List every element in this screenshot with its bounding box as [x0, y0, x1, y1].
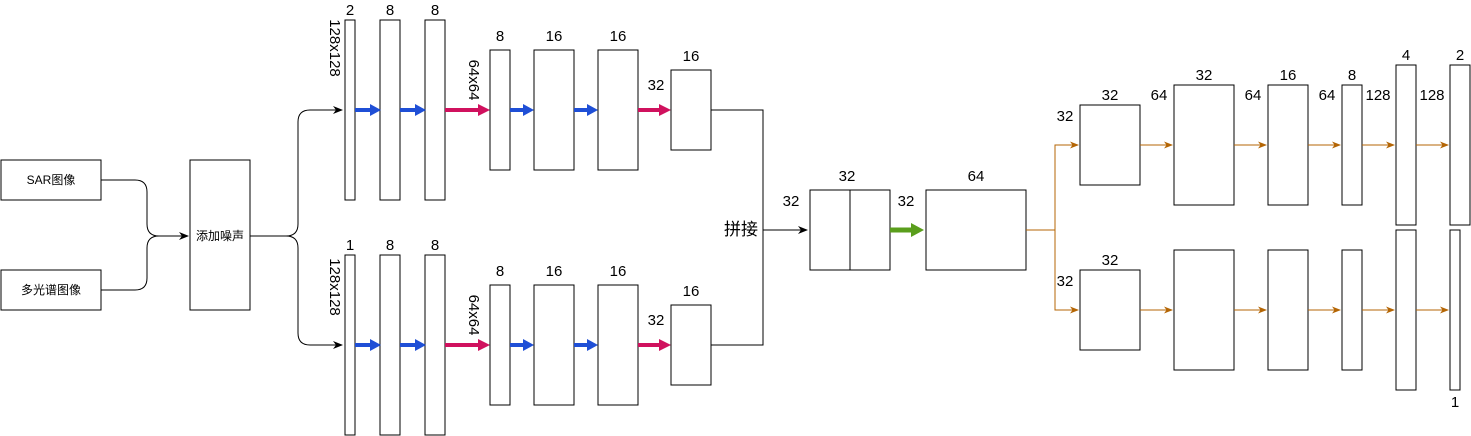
- bottom-decoder-block-1-channels: 32: [1102, 252, 1119, 269]
- bottom-conv-block-5-channels: 16: [546, 263, 563, 280]
- bottom-conv-block-2: [379, 254, 401, 436]
- top-conv-block-5-channels: 16: [546, 28, 563, 45]
- top-branch-pre-pool-channels: 32: [648, 77, 665, 94]
- top-decoder-block-2-channels: 32: [1196, 67, 1213, 84]
- bottom-conv-block-4-channels: 8: [496, 263, 504, 280]
- bottom-branch-input-size: 128x128: [326, 258, 343, 316]
- top-decoder-block-4-channels: 8: [1348, 67, 1356, 84]
- top-decoder-block-1: [1079, 104, 1141, 186]
- top-conv-block-6-channels: 16: [610, 28, 627, 45]
- fusion-to-top-decoder-connector: [1026, 141, 1079, 231]
- concat-label-bg: [722, 216, 760, 240]
- top-conv-block-2: [379, 19, 401, 201]
- top-decoder-block-4: [1341, 84, 1363, 206]
- top-decoder-block-5: [1395, 64, 1417, 226]
- top-conv-block-6: [597, 49, 639, 171]
- top-conv-block-1-channels: 2: [346, 2, 354, 19]
- top-conv-block-7-channels: 16: [683, 48, 700, 65]
- fusion-output-channels: 64: [968, 168, 985, 185]
- noise-to-bottom-branch-connector: [285, 235, 343, 349]
- top-conv-block-4: [489, 49, 511, 171]
- sar-image-box: [0, 159, 102, 201]
- add-noise-block: [189, 159, 251, 311]
- bottom-conv-block-6: [597, 284, 639, 406]
- top-conv-block-4-channels: 8: [496, 28, 504, 45]
- bottom-conv-block-7-channels: 16: [683, 283, 700, 300]
- bottom-decoder-output-channels: 1: [1451, 394, 1459, 411]
- top-decoder-stage-1-size: 64: [1151, 87, 1168, 104]
- top-decoder-block-1-channels: 32: [1102, 87, 1119, 104]
- bottom-conv-block-7: [670, 304, 712, 386]
- fusion-output-block: [925, 189, 1027, 271]
- bottom-decoder-output-block: [1449, 229, 1461, 391]
- concat-bracket: [711, 109, 764, 346]
- pink-downsample-arrow: [445, 104, 490, 116]
- bottom-decoder-block-5: [1395, 229, 1417, 391]
- blue-arrow: [400, 104, 426, 116]
- sar-image-label: SAR图像: [27, 173, 76, 187]
- fusion-block-channels: 32: [839, 168, 856, 185]
- pink-downsample-arrow: [638, 104, 671, 116]
- top-conv-block-1: [344, 19, 356, 201]
- top-conv-block-5: [533, 49, 575, 171]
- pink-downsample-arrow: [445, 339, 490, 351]
- blue-arrow: [574, 104, 598, 116]
- multispectral-image-box: [0, 269, 102, 311]
- green-arrow: [890, 223, 924, 237]
- bottom-branch-pre-pool-channels: 32: [648, 312, 665, 329]
- bottom-decoder-block-1: [1079, 269, 1141, 351]
- bottom-conv-block-6-channels: 16: [610, 263, 627, 280]
- bottom-branch-downsampled-size: 64x64: [465, 295, 482, 336]
- sar-to-noise-connector: [101, 179, 189, 240]
- top-decoder-block-2: [1173, 84, 1235, 206]
- bottom-decoder-input-channels: 32: [1057, 273, 1074, 290]
- top-conv-block-3: [424, 19, 446, 201]
- blue-arrow: [574, 339, 598, 351]
- top-branch-input-size: 128x128: [326, 19, 343, 77]
- multispectral-image-label: 多光谱图像: [21, 283, 81, 297]
- bottom-decoder-block-3: [1267, 249, 1309, 371]
- bottom-decoder-block-2: [1173, 249, 1235, 371]
- bottom-conv-block-3-channels: 8: [431, 237, 439, 254]
- fusion-mid-channels: 32: [898, 193, 915, 210]
- top-conv-block-3-channels: 8: [431, 2, 439, 19]
- top-branch-downsampled-size: 64x64: [465, 60, 482, 101]
- top-decoder-output-channels: 2: [1456, 47, 1464, 64]
- top-decoder-block-5-channels: 4: [1402, 47, 1410, 64]
- blue-arrow: [400, 339, 426, 351]
- top-decoder-stage-2-size: 64: [1245, 87, 1262, 104]
- top-decoder-block-3-channels: 16: [1280, 67, 1297, 84]
- top-decoder-stage-4-size: 128: [1365, 87, 1390, 104]
- blue-arrow: [510, 104, 534, 116]
- bottom-conv-block-4: [489, 284, 511, 406]
- bottom-conv-block-1: [344, 254, 356, 436]
- top-decoder-output-block: [1449, 64, 1471, 226]
- bottom-conv-block-5: [533, 284, 575, 406]
- concat-label: 拼接: [724, 220, 758, 239]
- top-conv-block-2-channels: 8: [386, 2, 394, 19]
- blue-arrow: [510, 339, 534, 351]
- fusion-to-bottom-decoder-connector: [1054, 230, 1079, 314]
- bottom-decoder-block-4: [1341, 249, 1363, 371]
- add-noise-label: 添加噪声: [196, 229, 244, 243]
- bottom-conv-block-2-channels: 8: [386, 237, 394, 254]
- fusion-input-channels: 32: [783, 193, 800, 210]
- noise-to-top-branch-connector: [250, 106, 343, 237]
- ms-to-noise-connector: [101, 235, 188, 291]
- pink-downsample-arrow: [638, 339, 671, 351]
- bottom-conv-block-3: [424, 254, 446, 436]
- top-conv-block-7: [670, 69, 712, 151]
- bottom-conv-block-1-channels: 1: [346, 237, 354, 254]
- top-decoder-block-3: [1267, 84, 1309, 206]
- blue-arrow: [355, 104, 381, 116]
- top-decoder-stage-5-size: 128: [1419, 87, 1444, 104]
- top-decoder-input-channels: 32: [1057, 108, 1074, 125]
- blue-arrow: [355, 339, 381, 351]
- top-decoder-stage-3-size: 64: [1319, 87, 1336, 104]
